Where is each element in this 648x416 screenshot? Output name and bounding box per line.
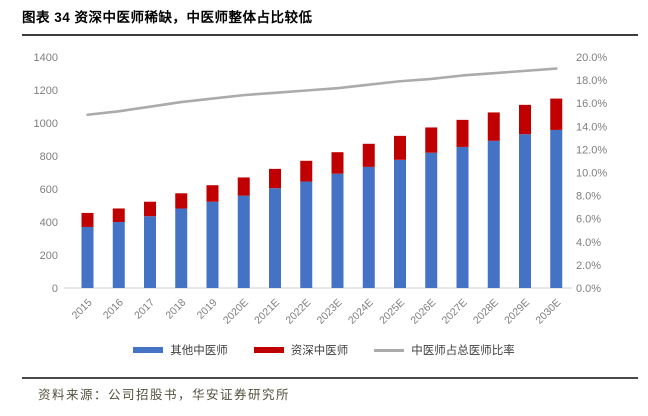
chart-title: 图表 34 资深中医师稀缺，中医师整体占比较低	[22, 10, 313, 25]
x-axis-label: 2030E	[533, 297, 563, 327]
legend-item-senior: 资深中医师	[253, 342, 349, 358]
bar-senior	[206, 185, 219, 202]
ratio-line	[86, 67, 558, 117]
bar-senior	[456, 119, 469, 147]
bar-other	[206, 201, 219, 288]
x-axis-label: 2020E	[221, 297, 251, 327]
right-axis-tick-label: 4.0%	[576, 237, 601, 249]
x-axis-label: 2018	[163, 297, 188, 322]
legend-item-ratio: 中医师占总医师比率	[374, 342, 515, 358]
bar-other	[237, 195, 250, 288]
x-axis-label: 2015	[70, 297, 95, 322]
legend-swatch-other-bar	[133, 347, 164, 353]
right-axis-tick-label: 6.0%	[576, 214, 601, 226]
left-axis-tick-label: 200	[40, 250, 58, 262]
chart-header: 图表 34 资深中医师稀缺，中医师整体占比较低	[22, 6, 638, 36]
x-axis-label: 2026E	[408, 297, 438, 327]
bar-senior	[331, 152, 344, 174]
bar-other	[362, 166, 375, 288]
bar-other	[425, 152, 438, 288]
bar-other	[487, 140, 500, 288]
bar-senior	[425, 127, 438, 153]
legend-item-other: 其他中医师	[133, 342, 228, 358]
x-axis-label: 2019	[195, 297, 220, 322]
x-axis-label: 2029E	[502, 297, 532, 327]
left-axis-tick-label: 0	[52, 283, 58, 295]
bar-other	[144, 216, 156, 288]
right-axis-tick-label: 8.0%	[576, 191, 601, 203]
chart-legend: 其他中医师 资深中医师 中医师占总医师比率	[0, 342, 648, 358]
right-axis-tick-label: 18.0%	[576, 75, 607, 87]
legend-swatch-senior-bar	[253, 347, 284, 353]
left-axis-tick-label: 600	[40, 184, 58, 196]
bar-other	[331, 173, 344, 288]
left-axis-tick-label: 1400	[34, 52, 58, 64]
bar-senior	[81, 212, 94, 227]
bar-other	[519, 134, 531, 288]
x-axis-label: 2022E	[283, 297, 313, 327]
bar-senior	[362, 143, 375, 167]
bar-senior	[300, 160, 313, 182]
bar-other	[81, 226, 94, 288]
x-axis-label: 2027E	[440, 297, 470, 327]
legend-label-other: 其他中医师	[170, 345, 228, 357]
x-axis-label: 2016	[101, 297, 126, 322]
bar-other	[456, 146, 469, 288]
right-axis-tick-label: 0.0%	[576, 283, 601, 295]
right-axis-tick-label: 20.0%	[576, 52, 607, 64]
x-axis-label: 2028E	[471, 297, 501, 327]
bar-senior	[112, 208, 125, 222]
combo-chart: 0 200 400 600 800 1000 1200 1400 0.0% 2.0% 4.0% 6.0…	[34, 52, 608, 327]
bar-other	[550, 129, 563, 288]
right-axis-tick-label: 16.0%	[576, 98, 607, 110]
bar-other	[394, 159, 406, 288]
x-axis-label: 2025E	[377, 297, 407, 327]
legend-label-senior: 资深中医师	[290, 345, 349, 357]
footer-divider	[22, 377, 638, 379]
x-axis-label: 2024E	[346, 297, 376, 327]
bar-senior	[144, 201, 156, 217]
bar-senior	[237, 177, 250, 196]
bar-senior	[269, 168, 281, 189]
right-axis-tick-label: 10.0%	[576, 168, 607, 180]
left-axis-tick-label: 800	[40, 151, 58, 163]
x-axis-label: 2021E	[252, 297, 282, 327]
bar-other	[112, 222, 125, 288]
legend-swatch-ratio-line	[374, 348, 405, 352]
left-axis-tick-label: 400	[40, 217, 58, 229]
right-axis-tick-label: 2.0%	[576, 260, 601, 272]
source-text: 资料来源：公司招股书，华安证券研究所	[38, 388, 291, 402]
legend-label-ratio: 中医师占总医师比率	[411, 345, 515, 357]
bar-senior	[175, 193, 188, 209]
bar-other	[269, 188, 281, 288]
bar-senior	[394, 135, 406, 160]
bar-senior	[487, 112, 500, 141]
bar-senior	[550, 98, 563, 130]
x-axis-label: 2023E	[315, 297, 345, 327]
x-axis-label: 2017	[132, 297, 157, 322]
left-axis-tick-label: 1200	[34, 85, 58, 97]
bar-other	[300, 181, 313, 288]
bar-senior	[519, 104, 531, 135]
right-axis-tick-label: 12.0%	[576, 144, 607, 156]
right-axis-tick-label: 14.0%	[576, 121, 607, 133]
bar-other	[175, 208, 188, 288]
left-axis-tick-label: 1000	[34, 118, 58, 130]
